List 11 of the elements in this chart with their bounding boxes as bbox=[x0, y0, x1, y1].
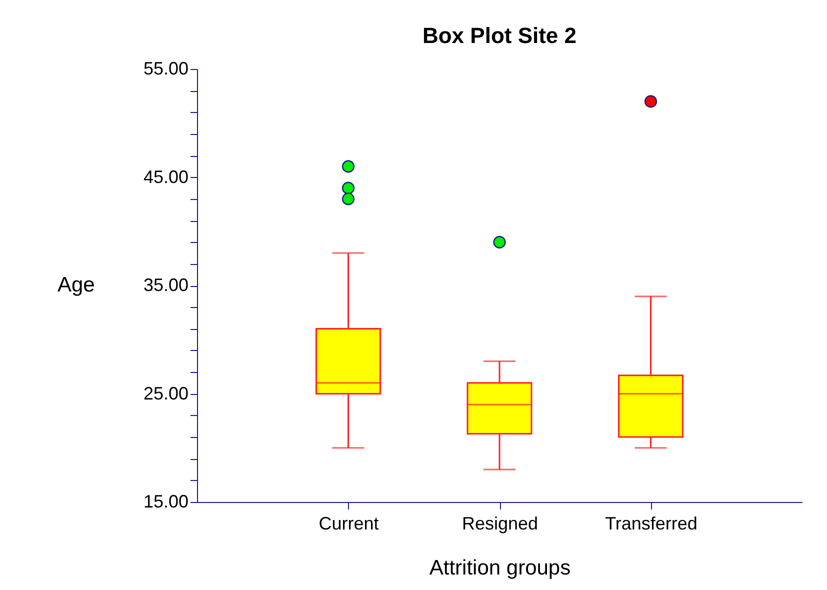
x-tick-label: Current bbox=[318, 514, 379, 534]
x-axis-title: Attrition groups bbox=[429, 556, 571, 580]
y-axis-title: Age bbox=[58, 274, 95, 296]
y-tick-label: 45.00 bbox=[143, 166, 188, 187]
y-tick-label: 55.00 bbox=[143, 58, 188, 78]
x-tick-label: Transferred bbox=[605, 514, 698, 534]
y-tick-label: 35.00 bbox=[143, 275, 188, 295]
y-tick-label: 15.00 bbox=[143, 492, 188, 512]
chart-title: Box Plot Site 2 bbox=[422, 23, 577, 48]
y-tick-label: 25.00 bbox=[143, 383, 188, 404]
x-tick-label: Resigned bbox=[462, 514, 538, 534]
